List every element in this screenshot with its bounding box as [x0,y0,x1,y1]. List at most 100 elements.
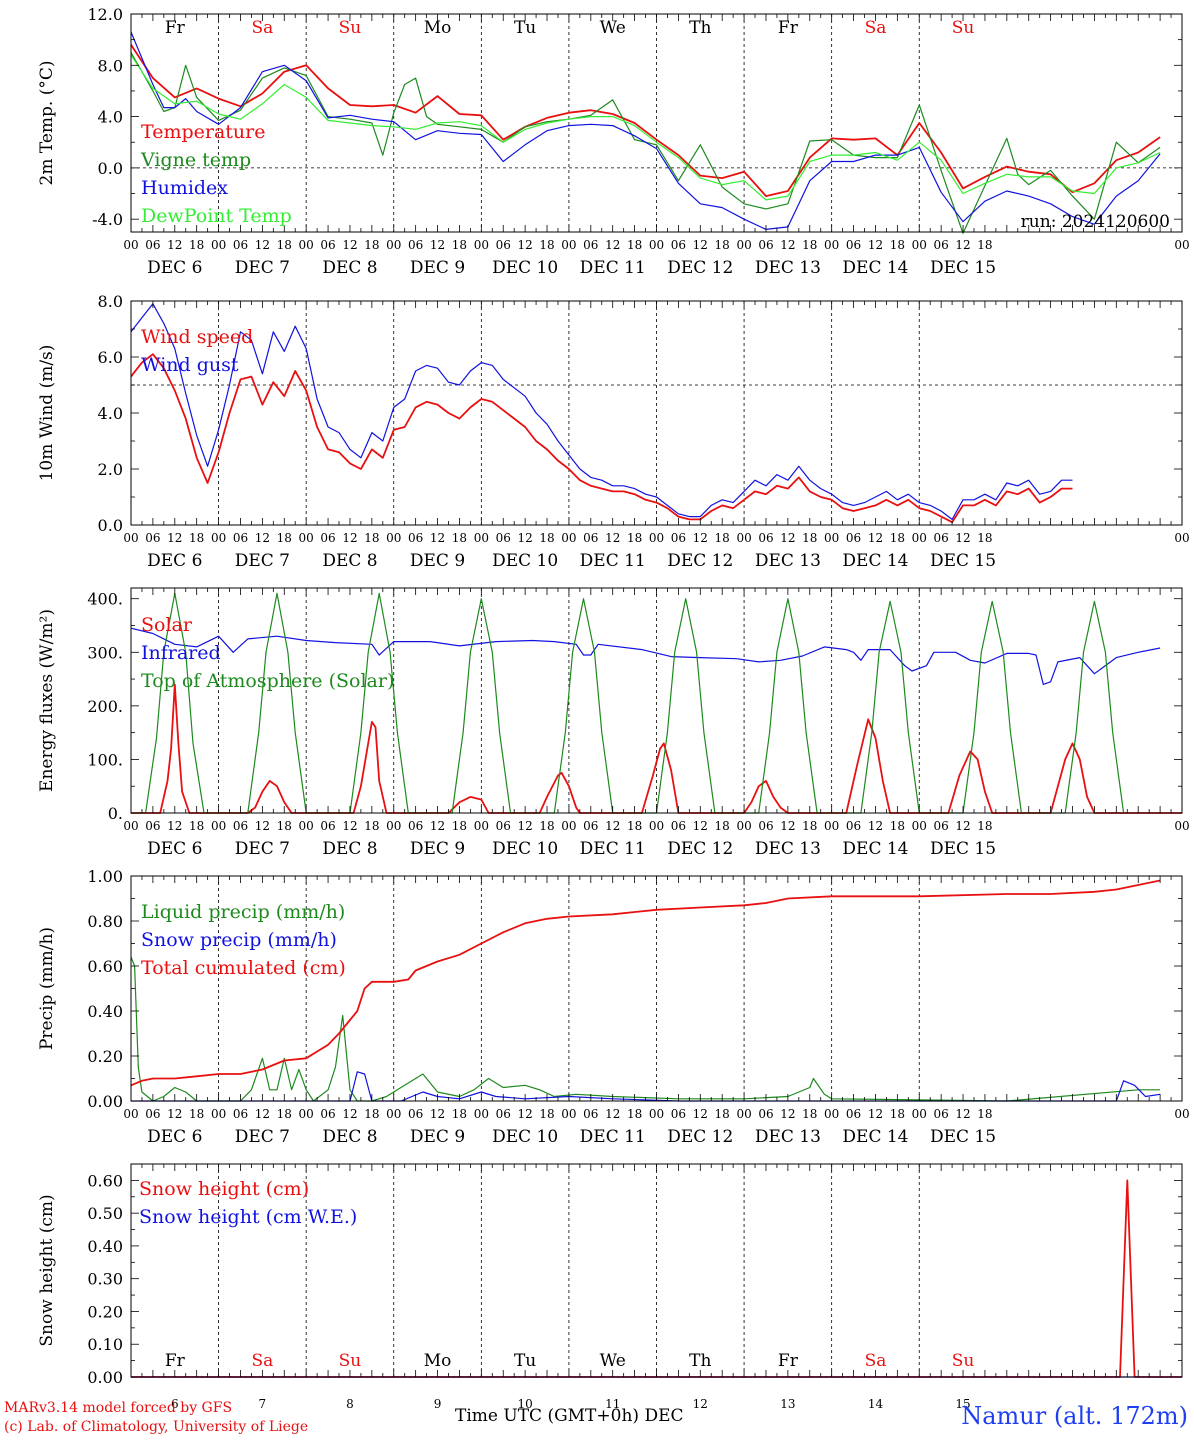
x-tick-label: 06 [496,238,511,252]
x-date-label: DEC 15 [930,839,996,859]
x-date-label: DEC 9 [410,551,465,571]
y-tick-label: 0.20 [87,1047,123,1066]
x-tick-label: 00 [123,819,138,833]
x-tick-label: 00 [824,531,839,545]
legend-entry: Temperature [141,121,265,143]
series-line-red [130,353,1073,524]
x-tick-label: 00 [561,238,576,252]
legend-entry: Liquid precip (mm/h) [141,901,345,923]
x-tick-label: 18 [364,531,379,545]
x-tick-label: 06 [671,238,686,252]
x-date-label: DEC 12 [667,1127,733,1147]
y-tick-label: 8.0 [98,56,123,75]
x-tick-label: 12 [955,819,970,833]
y-tick-label: 0.40 [87,1002,123,1021]
x-tick-label: 00 [649,531,664,545]
x-tick-label: 00 [299,1107,314,1121]
x-tick-label: 12 [517,238,532,252]
x-tick-label: 18 [977,238,992,252]
x-day-number: 12 [693,1397,708,1411]
y-tick-label: 2.0 [98,460,123,479]
x-tick-label: 18 [715,531,730,545]
y-tick-label: 0.10 [87,1335,123,1354]
x-date-label: DEC 13 [755,839,821,859]
x-tick-label: 12 [955,238,970,252]
x-tick-label: 18 [452,531,467,545]
x-tick-label: 18 [277,238,292,252]
weekday-label: Su [339,1351,362,1371]
weekday-label: Su [952,1351,975,1371]
x-tick-label: 12 [955,1107,970,1121]
y-axis-label: Energy fluxes (W/m²) [37,609,57,792]
x-day-number: 6 [171,1397,179,1411]
x-tick-label: 06 [934,819,949,833]
legend-entry: Top of Atmosphere (Solar) [141,670,394,692]
x-axis-label: Time UTC (GMT+0h) [455,1406,640,1426]
x-tick-label: 18 [802,819,817,833]
x-tick-label: 06 [758,531,773,545]
weekday-label: Tu [514,1351,536,1371]
y-tick-label: 0.00 [87,1368,123,1387]
x-tick-label: 12 [868,531,883,545]
x-tick-label: 00 [123,238,138,252]
series-line-lightgreen [130,54,1161,201]
y-tick-label: -4.0 [92,210,123,229]
x-tick-label: 00 [561,1107,576,1121]
x-axis-title: Time UTC (GMT+0h) DEC [455,1406,684,1426]
x-tick-label: 06 [233,1107,248,1121]
x-tick-label: 18 [977,531,992,545]
x-day-number: 9 [434,1397,442,1411]
x-tick-label: 06 [758,238,773,252]
x-tick-label: 18 [452,819,467,833]
y-tick-label: 12.0 [87,5,123,24]
x-tick-label: 12 [780,238,795,252]
x-tick-label: 00 [561,819,576,833]
x-tick-label: 00 [1174,819,1189,833]
y-tick-label: 400. [87,590,123,609]
x-date-label: DEC 11 [580,258,646,278]
x-tick-label: 18 [890,1107,905,1121]
x-date-label: DEC 11 [580,551,646,571]
x-tick-label: 18 [890,238,905,252]
x-tick-label: 00 [211,238,226,252]
x-date-label: DEC 7 [235,839,290,859]
y-axis-label: 10m Wind (m/s) [37,345,57,482]
weekday-label: Mo [424,1351,452,1371]
x-date-label: DEC 8 [322,1127,377,1147]
x-tick-label: 06 [671,531,686,545]
x-tick-label: 18 [189,531,204,545]
x-tick-label: 18 [189,238,204,252]
x-tick-label: 06 [934,531,949,545]
x-tick-label: 12 [342,531,357,545]
run-annotation: run: 2024120600 [1021,212,1170,232]
x-tick-label: 00 [299,238,314,252]
x-tick-label: 18 [627,531,642,545]
x-day-number: 8 [346,1397,354,1411]
y-tick-label: 8.0 [98,292,123,311]
x-tick-label: 00 [1174,1107,1189,1121]
x-tick-label: 18 [627,819,642,833]
legend-entry: DewPoint Temp [141,205,292,227]
x-tick-label: 12 [255,1107,270,1121]
x-date-label: DEC 13 [755,551,821,571]
x-tick-label: 18 [890,531,905,545]
x-tick-label: 18 [715,1107,730,1121]
x-day-number: 14 [868,1397,884,1411]
x-tick-label: 00 [912,819,927,833]
x-date-label: DEC 10 [492,839,558,859]
legend-entry: Wind speed [141,326,253,348]
x-tick-label: 06 [846,1107,861,1121]
x-tick-label: 06 [496,819,511,833]
x-tick-label: 06 [671,1107,686,1121]
x-tick-label: 06 [496,1107,511,1121]
legend-entry: Snow height (cm W.E.) [139,1206,357,1228]
x-tick-label: 18 [189,1107,204,1121]
x-date-label: DEC 15 [930,258,996,278]
x-date-label: DEC 10 [492,258,558,278]
x-date-label: DEC 9 [410,1127,465,1147]
x-tick-label: 00 [386,819,401,833]
x-date-label: DEC 14 [842,551,908,571]
x-tick-label: 12 [693,819,708,833]
y-tick-label: 4.0 [98,108,123,127]
x-tick-label: 06 [145,531,160,545]
